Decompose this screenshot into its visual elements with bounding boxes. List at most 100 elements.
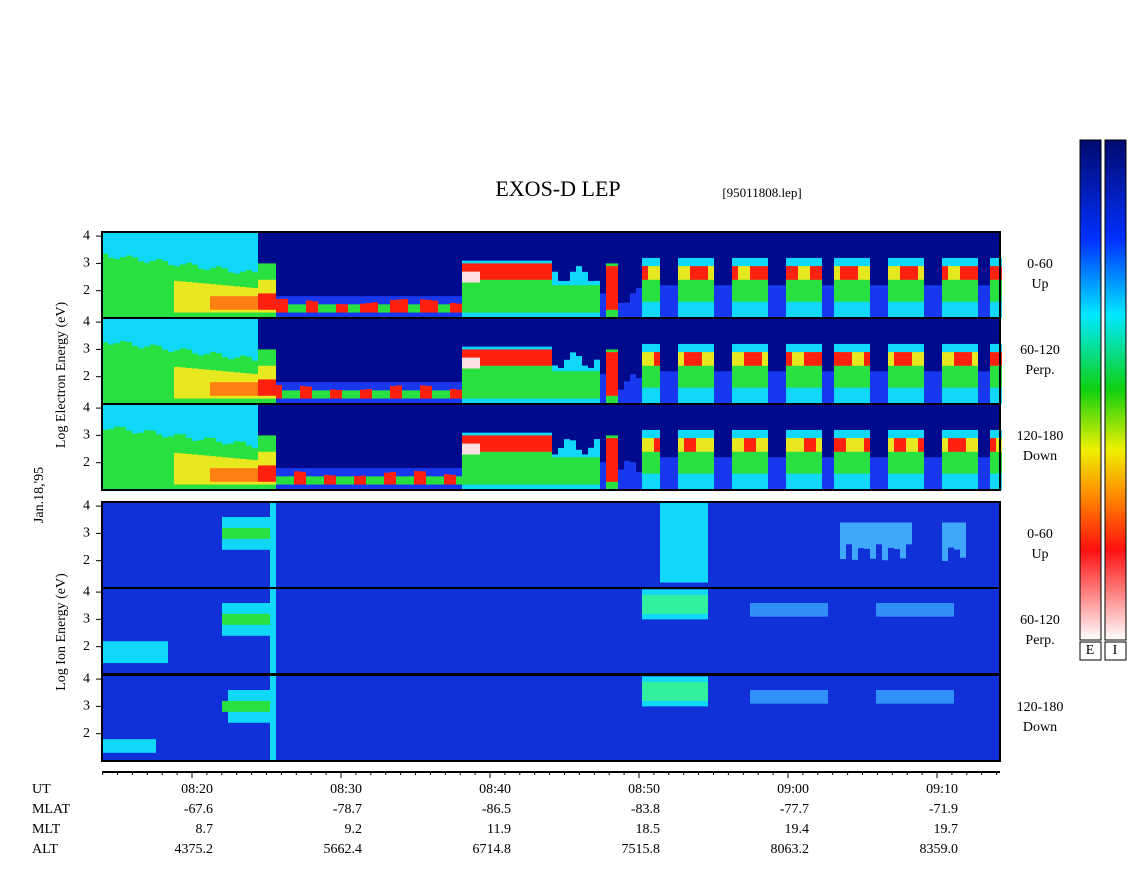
- spectrogram-cell: [492, 438, 498, 485]
- spectrogram-cell: [954, 522, 960, 550]
- spectrogram-cell: [786, 266, 792, 302]
- spectrogram-cell: [132, 277, 138, 313]
- spectrogram-cell: [672, 681, 678, 701]
- spectrogram-cell: [648, 352, 654, 388]
- spectrogram-cell: [768, 603, 774, 617]
- spectrogram-cell: [318, 390, 324, 399]
- spectrogram-cell: [786, 438, 792, 474]
- y-tick-label: 4: [83, 498, 90, 513]
- spectrogram-cell: [174, 452, 180, 485]
- spectrogram-cell: [942, 690, 948, 704]
- spectrogram-cell: [474, 266, 480, 313]
- spectrogram-cell: [468, 438, 474, 485]
- spectrogram-cell: [660, 371, 666, 404]
- spectrogram-cell: [858, 438, 864, 474]
- spectrogram-cell: [672, 594, 678, 614]
- spectrogram-cell: [384, 472, 390, 485]
- spectrogram-cell: [798, 690, 804, 704]
- spectrogram-cell: [132, 363, 138, 399]
- y-tick-label: 4: [83, 400, 90, 415]
- spectrogram-cell: [858, 352, 864, 388]
- spectrogram-cell: [210, 382, 216, 396]
- spectrogram-cell: [222, 527, 228, 539]
- spectrogram-cell: [684, 438, 690, 452]
- spectrogram-cell: [264, 613, 270, 625]
- electron-axis-label: Log Electron Energy (eV): [54, 302, 69, 449]
- spectrogram-cell: [486, 435, 492, 452]
- spectrogram-cell: [930, 690, 936, 704]
- spectrogram-cell: [816, 266, 822, 280]
- spectrogram-cell: [618, 302, 624, 318]
- spectrogram-cell: [240, 527, 246, 539]
- spectrogram-cell: [954, 352, 960, 366]
- spectrogram-cell: [492, 263, 498, 280]
- spectrogram-cell: [666, 371, 672, 404]
- y-tick-label: 4: [83, 314, 90, 329]
- spectrogram-cell: [234, 296, 240, 310]
- spectrogram-cell: [684, 502, 690, 583]
- spectrogram-cell: [900, 438, 906, 452]
- spectrogram-cell: [906, 438, 912, 474]
- spectrogram-cell: [120, 275, 126, 313]
- spectrogram-cell: [336, 476, 342, 485]
- spectrogram-cell: [378, 304, 384, 313]
- spectrogram-cell: [846, 266, 852, 280]
- spectrogram-cell: [492, 266, 498, 313]
- spectrogram-cell: [354, 390, 360, 399]
- spectrogram-cell: [474, 352, 480, 399]
- spectrogram-cell: [888, 603, 894, 617]
- spectrogram-cell: [390, 471, 396, 485]
- spectrogram-cell: [432, 300, 438, 313]
- spectrogram-cell: [660, 681, 666, 701]
- spectrogram-cell: [156, 641, 162, 664]
- spectrogram-cell: [504, 266, 510, 313]
- spectrogram-cell: [846, 438, 852, 474]
- y-tick-label: 2: [83, 369, 90, 384]
- spectrogram-cell: [948, 266, 954, 280]
- spectrogram-cell: [888, 690, 894, 704]
- spectrogram-cell: [894, 522, 900, 550]
- spectrogram-cell: [750, 438, 756, 474]
- spectrogram-cell: [942, 438, 948, 474]
- spectrogram-cell: [684, 438, 690, 474]
- spectrogram-cell: [954, 352, 960, 388]
- spectrogram-cell: [882, 371, 888, 404]
- spectrogram-cell: [114, 641, 120, 664]
- spectrogram-cell: [210, 468, 216, 482]
- spectrogram-cell: [258, 700, 264, 712]
- spectrogram-cell: [498, 263, 504, 280]
- spectrogram-cell: [918, 690, 924, 704]
- spectrogram-cell: [678, 352, 684, 366]
- spectrogram-cell: [534, 435, 540, 452]
- spectrogram-cell: [486, 263, 492, 280]
- spectrogram-cell: [948, 266, 954, 302]
- spectrogram-cell: [366, 303, 372, 313]
- spectrogram-cell: [750, 690, 756, 704]
- spectrogram-cell: [234, 468, 240, 482]
- title: EXOS-D LEP: [495, 176, 620, 201]
- spectrogram-cell: [684, 681, 690, 701]
- spectrogram-cell: [522, 266, 528, 313]
- spectrogram-cell: [468, 443, 474, 455]
- spectrogram-cell: [348, 390, 354, 399]
- spectrogram-cell: [798, 603, 804, 617]
- spectrogram-cell: [558, 285, 564, 313]
- spectrogram-cell: [486, 349, 492, 366]
- spectrogram-cell: [708, 266, 714, 302]
- spectrogram-cell: [690, 266, 696, 302]
- spectrogram-cell: [990, 352, 996, 366]
- row-label: ALT: [32, 842, 58, 857]
- spectrogram-cell: [588, 371, 594, 399]
- spectrogram-cell: [864, 438, 870, 474]
- spectrogram-cell: [990, 266, 996, 280]
- spectrogram-cell: [906, 266, 912, 302]
- spectrogram-cell: [522, 263, 528, 280]
- spectrogram-cell: [942, 522, 948, 561]
- row-value: 19.4: [785, 822, 810, 837]
- spectrogram-cell: [876, 603, 882, 617]
- spectrogram-cell: [576, 285, 582, 313]
- spectrogram-cell: [372, 390, 378, 399]
- spectrogram-cell: [438, 390, 444, 399]
- spectrogram-cell: [528, 266, 534, 313]
- spectrogram-cell: [186, 367, 192, 399]
